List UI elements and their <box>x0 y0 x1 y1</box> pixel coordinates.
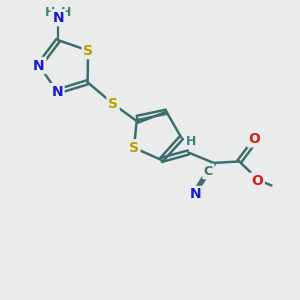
Text: O: O <box>251 174 263 188</box>
Text: S: S <box>108 97 118 111</box>
Text: S: S <box>83 44 93 58</box>
Text: N: N <box>52 11 64 25</box>
Text: S: S <box>129 141 139 155</box>
Text: H: H <box>61 6 72 19</box>
Text: N: N <box>190 188 202 201</box>
Text: O: O <box>248 132 260 146</box>
Text: N: N <box>33 58 45 73</box>
Text: H: H <box>186 134 196 148</box>
Text: C: C <box>204 165 213 178</box>
Text: H: H <box>44 6 55 19</box>
Text: N: N <box>51 85 63 98</box>
